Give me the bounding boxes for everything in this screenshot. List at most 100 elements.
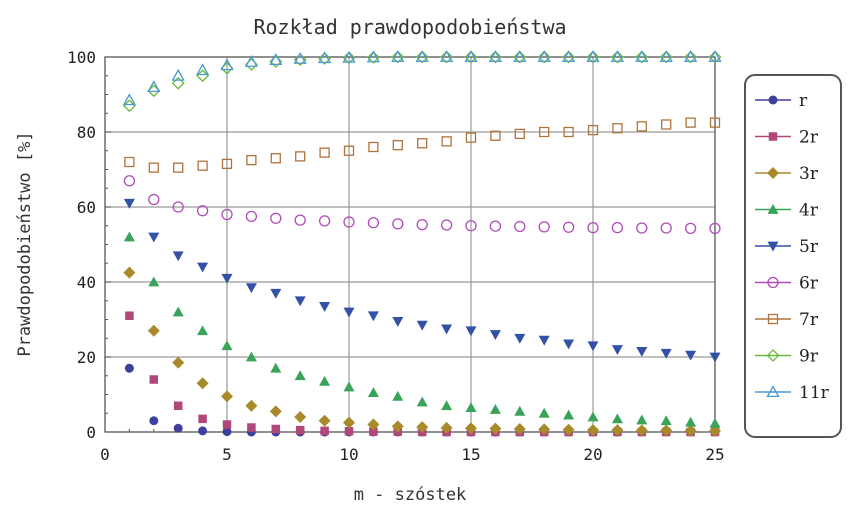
grid-lines — [105, 57, 715, 432]
legend-label: 3r — [799, 164, 819, 184]
data-point — [709, 352, 721, 363]
data-point — [125, 311, 134, 320]
data-point — [293, 53, 307, 67]
data-point — [342, 51, 356, 65]
data-point — [465, 326, 477, 337]
legend-label: 4r — [799, 201, 819, 221]
y-tick-label: 80 — [77, 123, 96, 142]
data-point — [270, 212, 282, 224]
data-point — [440, 219, 453, 231]
legend-marker — [766, 349, 780, 362]
data-point — [221, 273, 233, 284]
legend-item-r: r — [755, 91, 808, 111]
data-point — [538, 335, 550, 346]
data-point — [636, 414, 648, 425]
data-point — [685, 117, 696, 128]
data-point — [514, 220, 526, 233]
y-tick-label: 100 — [67, 48, 96, 67]
data-point — [684, 424, 697, 437]
data-point — [197, 262, 209, 273]
data-point — [490, 130, 501, 141]
data-point — [636, 222, 648, 234]
data-point — [587, 341, 599, 352]
legend-marker — [768, 132, 778, 141]
data-point — [661, 119, 672, 130]
data-point — [465, 402, 477, 413]
data-point — [562, 221, 575, 233]
data-point — [440, 421, 453, 434]
data-point — [417, 138, 428, 149]
data-point — [610, 50, 624, 64]
legend-item-11r: 11r — [755, 383, 830, 403]
data-point — [148, 276, 160, 287]
data-point — [294, 411, 307, 423]
data-point — [586, 50, 600, 63]
data-point — [391, 50, 405, 63]
data-point — [318, 52, 332, 65]
data-point — [489, 404, 501, 414]
data-point — [464, 50, 478, 63]
data-point — [539, 126, 550, 138]
legend-marker — [767, 167, 779, 179]
data-point — [587, 411, 599, 422]
data-point — [320, 426, 329, 436]
data-point — [611, 413, 623, 424]
data-point — [488, 50, 503, 63]
data-point — [343, 216, 355, 228]
data-point — [172, 356, 185, 369]
data-point — [416, 396, 428, 407]
x-tick-label: 25 — [705, 445, 724, 464]
data-point — [173, 401, 183, 410]
data-point — [611, 424, 624, 437]
legend: r 2r 3r 4r 5r 6r 7r 9r 11r — [744, 74, 842, 438]
data-point — [685, 350, 697, 361]
data-point — [465, 422, 477, 435]
series-11r — [122, 50, 722, 106]
data-point — [635, 424, 648, 437]
data-point — [587, 424, 599, 437]
data-point — [587, 124, 599, 136]
data-point — [220, 58, 234, 71]
plot-frame — [104, 56, 716, 433]
data-point — [415, 50, 429, 64]
chart-title: Rozkład prawdopodobieństwa — [253, 15, 566, 39]
data-point — [269, 55, 283, 68]
data-point — [709, 417, 721, 428]
x-tick-label: 20 — [583, 445, 602, 464]
data-point — [709, 117, 721, 128]
legend-label: 9r — [799, 347, 819, 367]
data-point — [172, 201, 184, 213]
legend-label: 6r — [799, 274, 819, 294]
series-7r — [124, 117, 721, 173]
series-9r — [122, 50, 722, 113]
legend-marker — [767, 241, 779, 252]
data-point — [441, 324, 453, 335]
x-tick-label: 15 — [461, 445, 480, 464]
data-point — [270, 288, 282, 299]
y-axis-label: Prawdopodobieństwo [%] — [15, 131, 35, 356]
data-point — [635, 50, 649, 64]
data-point — [123, 198, 135, 209]
legend-label: r — [799, 91, 808, 111]
data-point — [563, 409, 575, 420]
data-point — [318, 215, 331, 227]
data-point — [612, 123, 623, 134]
legend-label: 5r — [799, 237, 819, 257]
data-point — [222, 420, 232, 429]
legend-marker — [767, 313, 779, 325]
data-point — [635, 50, 649, 63]
series-3r — [123, 266, 721, 437]
data-point — [514, 128, 525, 140]
data-point — [244, 55, 259, 67]
data-point — [660, 222, 672, 234]
data-point — [148, 193, 160, 206]
x-tick-label: 10 — [339, 445, 358, 464]
data-point — [488, 50, 502, 64]
data-point — [246, 154, 257, 166]
data-point — [685, 416, 697, 427]
data-point — [392, 316, 404, 327]
data-point — [247, 423, 256, 432]
x-axis-label: m - szóstek — [354, 485, 467, 505]
data-point — [245, 210, 258, 223]
data-point — [344, 427, 354, 436]
